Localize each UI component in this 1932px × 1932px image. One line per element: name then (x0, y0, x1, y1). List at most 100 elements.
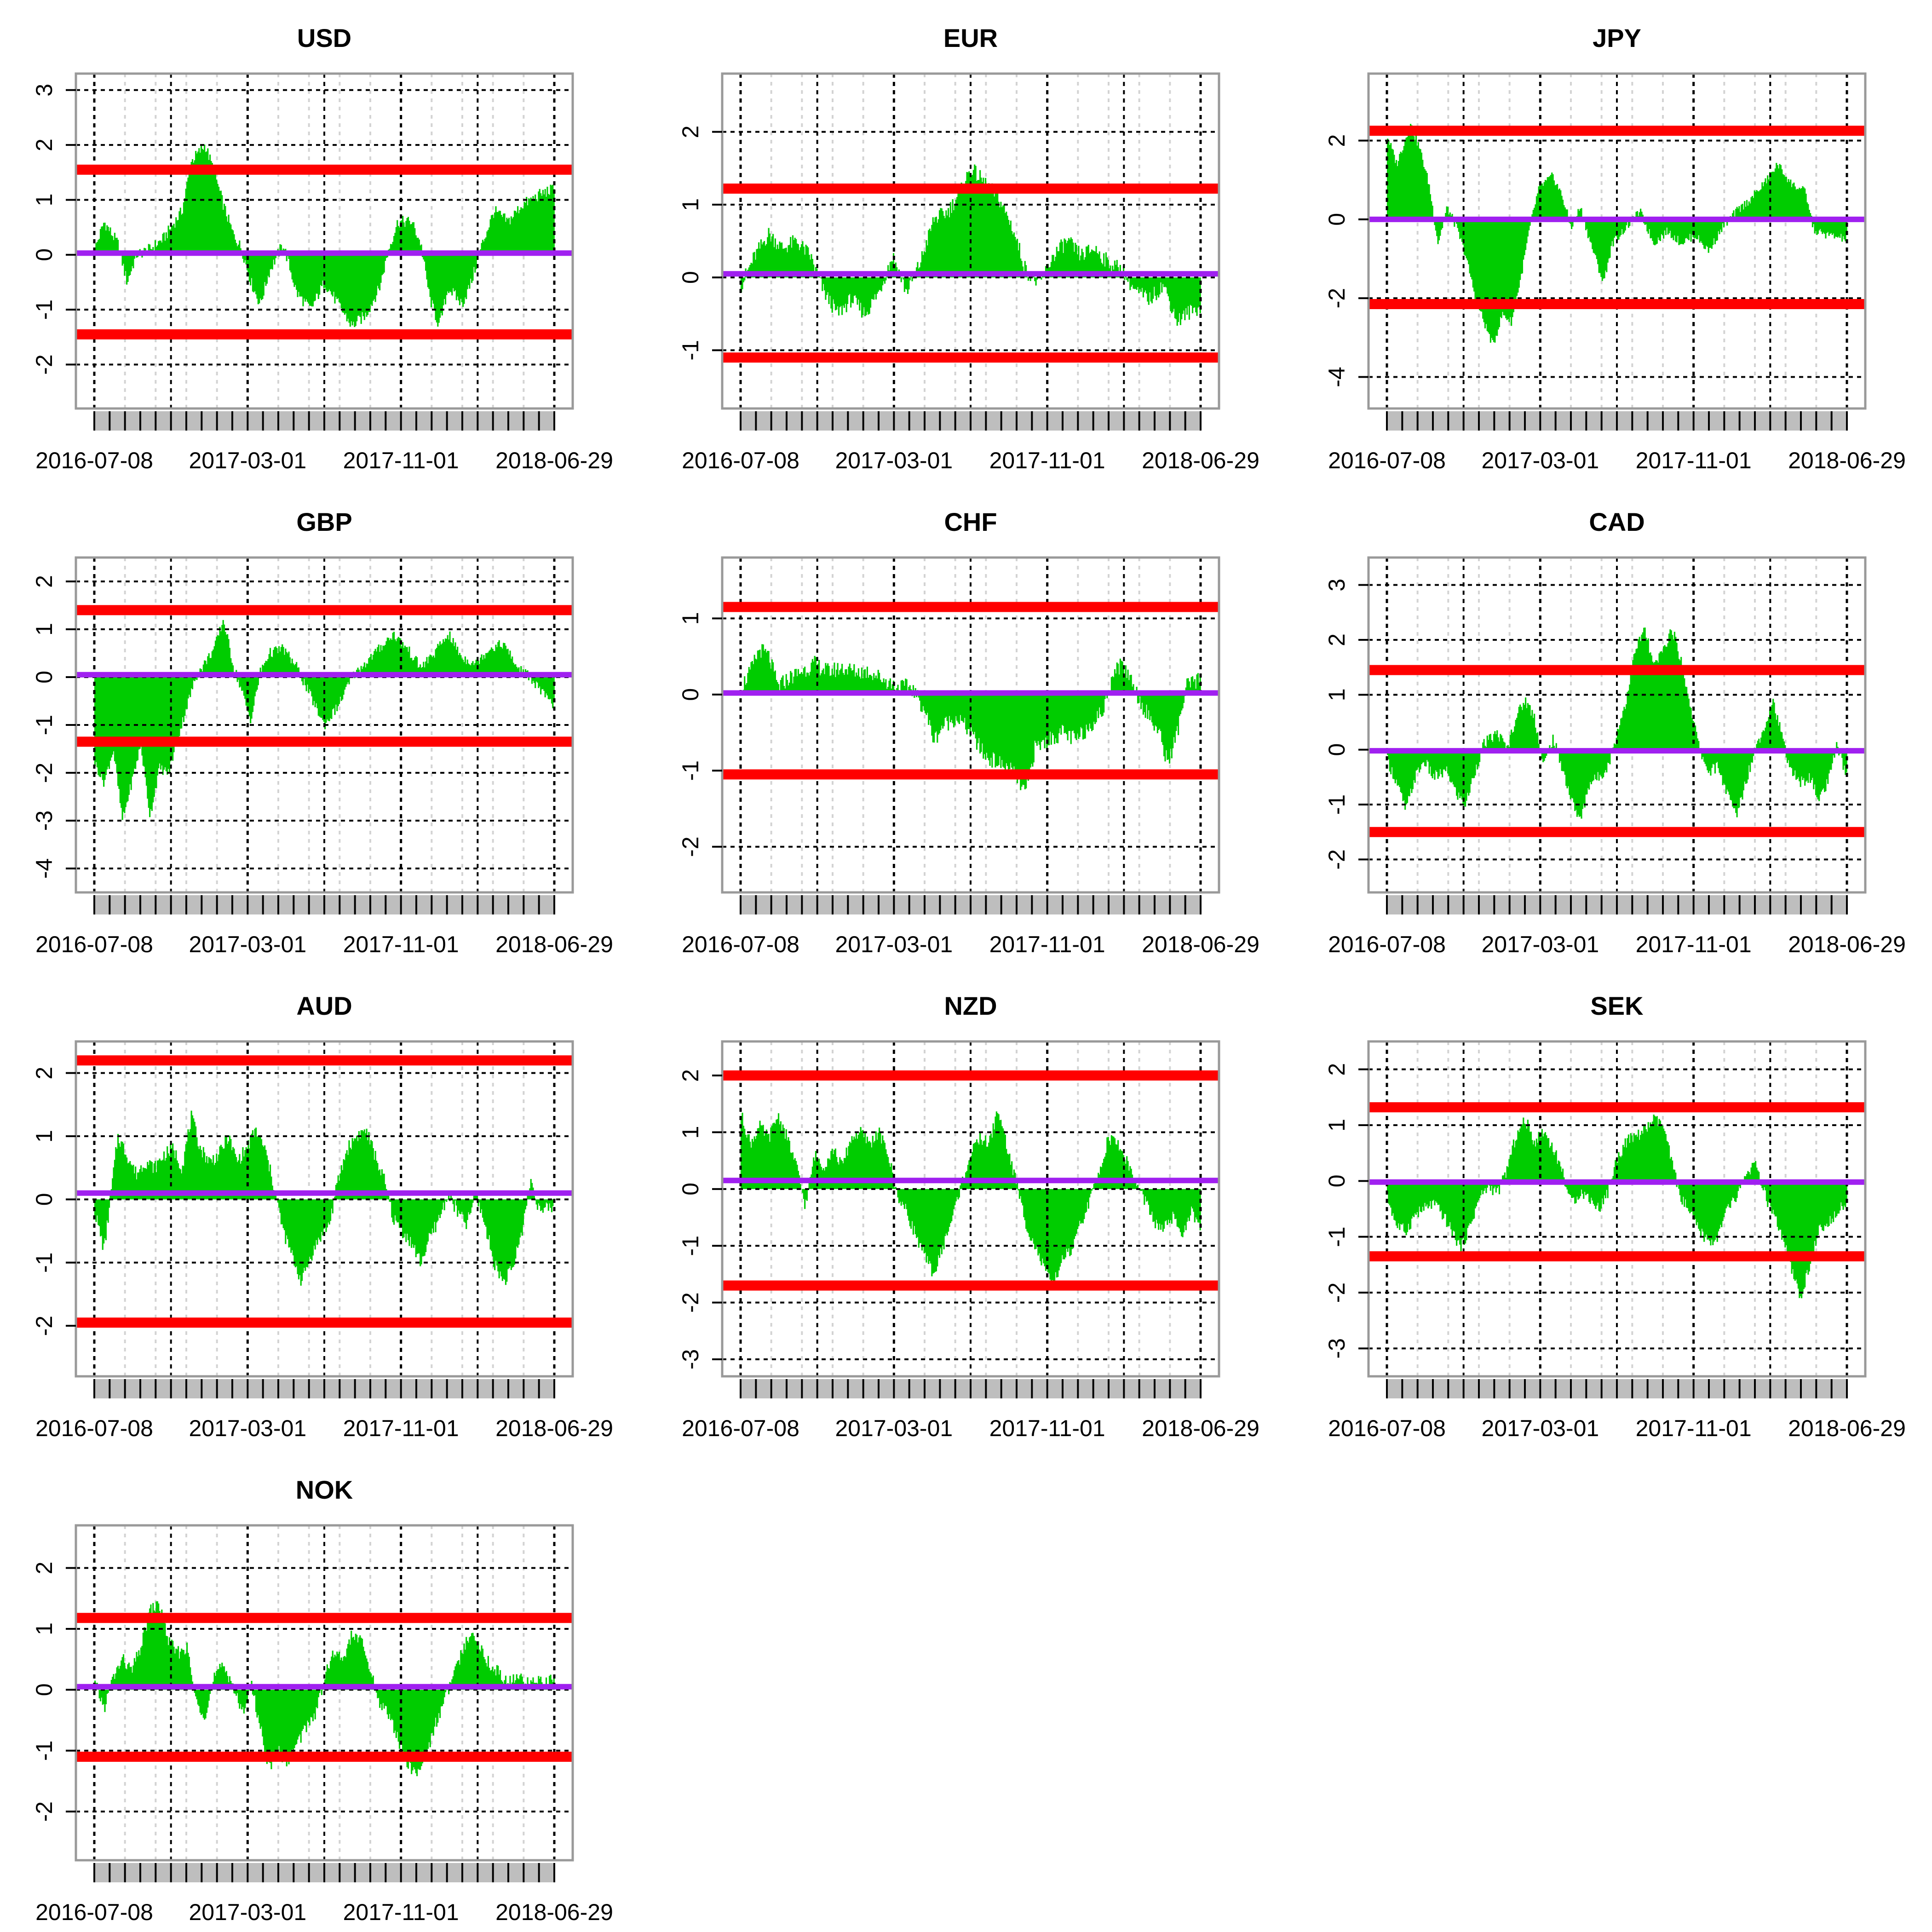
signal-bar (760, 1125, 762, 1189)
signal-bar (1439, 1181, 1441, 1212)
signal-bar (1657, 662, 1659, 750)
signal-bar (807, 673, 809, 695)
signal-bar (995, 694, 997, 766)
signal-bar (501, 217, 503, 255)
signal-bar (829, 1160, 831, 1189)
signal-bar (1742, 209, 1744, 219)
signal-bar (122, 1143, 125, 1200)
signal-bar (489, 650, 490, 677)
signal-bar (374, 254, 375, 299)
signal-bar (827, 277, 829, 293)
signal-bar (289, 1199, 291, 1248)
signal-bar (496, 647, 498, 677)
signal-bar (857, 668, 859, 695)
signal-bar (124, 1662, 126, 1690)
signal-bar (439, 1690, 441, 1718)
signal-bar (405, 1199, 407, 1242)
signal-bar (1782, 174, 1784, 219)
signal-bar (397, 638, 398, 677)
signal-bar (1557, 184, 1558, 219)
signal-bar (1132, 277, 1133, 285)
signal-bar (975, 166, 977, 278)
signal-bar (1669, 219, 1671, 231)
signal-bar (837, 277, 839, 306)
signal-bar (1119, 1149, 1121, 1189)
signal-bar (243, 1156, 245, 1200)
signal-bar (1041, 1189, 1042, 1265)
signal-bar (343, 254, 345, 313)
signal-bar (923, 1189, 925, 1254)
y-tick-label: 0 (31, 248, 57, 261)
signal-bar (1778, 1181, 1780, 1231)
signal-bar (1483, 739, 1485, 750)
signal-bar (1011, 231, 1013, 278)
signal-bar (221, 1662, 223, 1690)
signal-bar (1808, 749, 1810, 773)
signal-bar (1824, 219, 1826, 234)
signal-bar (1701, 219, 1703, 243)
signal-bar (519, 1675, 521, 1690)
signal-bar (792, 235, 794, 278)
signal-bar (981, 694, 983, 744)
signal-bar (1393, 1181, 1395, 1220)
signal-bar (828, 666, 830, 695)
signal-bar (469, 664, 471, 677)
signal-bar (1664, 645, 1666, 750)
signal-bar (418, 239, 420, 255)
signal-bar (432, 656, 434, 677)
signal-bar (1715, 219, 1717, 241)
signal-bar (895, 262, 897, 278)
signal-bar (205, 1162, 207, 1200)
signal-bar (1808, 1181, 1810, 1272)
signal-bar (1438, 1181, 1440, 1205)
signal-bar (464, 1199, 466, 1223)
signal-bar (1024, 261, 1026, 278)
signal-bar (368, 254, 370, 312)
signal-bar (909, 277, 911, 281)
signal-bar (273, 1690, 275, 1758)
panel-title: NOK (296, 1475, 353, 1504)
signal-bar (175, 1648, 177, 1690)
signal-bar (1174, 694, 1176, 743)
signal-bar (1387, 138, 1389, 219)
signal-bar (278, 646, 280, 677)
signal-bar (1057, 694, 1059, 743)
signal-bar (1045, 1189, 1047, 1271)
signal-bar (823, 277, 826, 291)
signal-bar (191, 159, 194, 255)
signal-bar (103, 1690, 105, 1704)
signal-bar (1443, 749, 1445, 770)
signal-bar (186, 1642, 188, 1690)
signal-bar (1656, 1116, 1658, 1181)
signal-bar (154, 677, 156, 788)
signal-bar (1785, 177, 1787, 219)
signal-bar (321, 677, 323, 718)
signal-bar (409, 224, 411, 255)
signal-bar (381, 1690, 383, 1710)
signal-bar (535, 194, 536, 255)
signal-bar (378, 254, 380, 289)
plot-frame (75, 72, 574, 410)
signal-bar (788, 1140, 790, 1189)
signal-bar (933, 1189, 935, 1273)
signal-bar (538, 677, 540, 688)
signal-bar (931, 694, 933, 736)
signal-bar (472, 1633, 474, 1690)
signal-bar (407, 1690, 409, 1769)
signal-bar (1512, 1139, 1514, 1181)
signal-bar (1130, 277, 1132, 287)
signal-bar (280, 647, 282, 677)
signal-bar (391, 1690, 393, 1719)
signal-bar (107, 227, 109, 255)
signal-bar (421, 1690, 424, 1764)
signal-bar (813, 1157, 815, 1189)
y-tick-label: -2 (678, 1292, 703, 1312)
signal-bar (1547, 177, 1548, 219)
signal-bar (234, 240, 236, 255)
signal-bar (1473, 219, 1475, 292)
signal-bar (266, 1690, 268, 1764)
signal-bar (945, 694, 947, 717)
signal-bar (480, 1651, 482, 1690)
signal-bar (1739, 749, 1741, 798)
signal-bar (1831, 1181, 1833, 1219)
